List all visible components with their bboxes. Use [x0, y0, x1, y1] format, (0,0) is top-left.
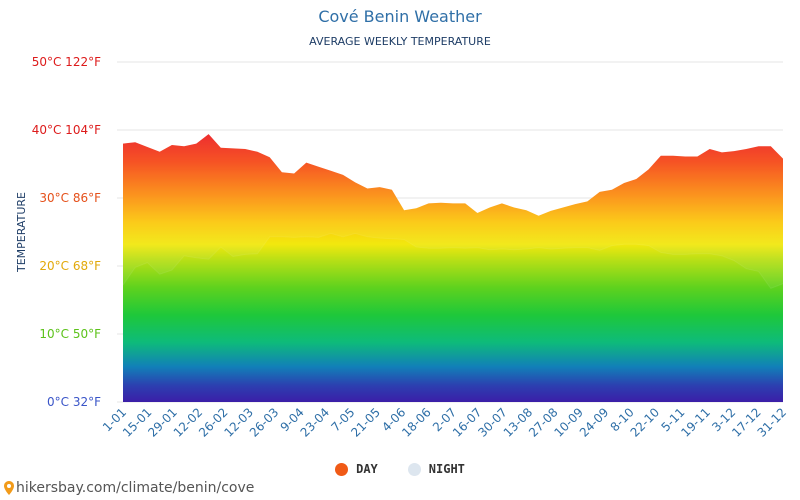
- legend: DAY NIGHT: [0, 462, 800, 476]
- y-tick-label: 40°C 104°F: [32, 123, 101, 137]
- legend-label-night: NIGHT: [428, 462, 465, 476]
- legend-item-night[interactable]: NIGHT: [407, 462, 465, 476]
- temperature-area: [123, 134, 783, 402]
- x-tick-label: 26-03: [247, 405, 282, 440]
- day-night-band: [123, 134, 783, 289]
- source-text: hikersbay.com/climate/benin/cove: [16, 480, 255, 496]
- x-tick-label: 31-12: [755, 405, 790, 440]
- chart-subtitle: AVERAGE WEEKLY TEMPERATURE: [309, 35, 491, 48]
- legend-item-day[interactable]: DAY: [335, 462, 378, 476]
- x-tick-label: 19-11: [678, 405, 713, 440]
- map-pin-icon: [4, 481, 14, 495]
- source-link[interactable]: hikersbay.com/climate/benin/cove: [4, 480, 254, 496]
- y-tick-label: 30°C 86°F: [39, 191, 101, 205]
- y-tick-label: 20°C 68°F: [39, 259, 101, 273]
- legend-label-day: DAY: [356, 462, 378, 476]
- day-dot-icon: [335, 462, 349, 476]
- x-tick-label: 21-05: [348, 405, 383, 440]
- x-tick-label: 22-10: [628, 405, 663, 440]
- x-tick-label: 24-09: [577, 405, 612, 440]
- night-dot-icon: [407, 462, 421, 476]
- x-tick-label: 23-04: [298, 405, 333, 440]
- y-tick-label: 0°C 32°F: [47, 395, 101, 409]
- y-tick-label: 50°C 122°F: [32, 55, 101, 69]
- night-series-line: [122, 232, 784, 290]
- x-tick-label: 18-06: [399, 405, 434, 440]
- chart-title: Cové Benin Weather: [318, 7, 482, 26]
- y-tick-label: 10°C 50°F: [39, 327, 101, 341]
